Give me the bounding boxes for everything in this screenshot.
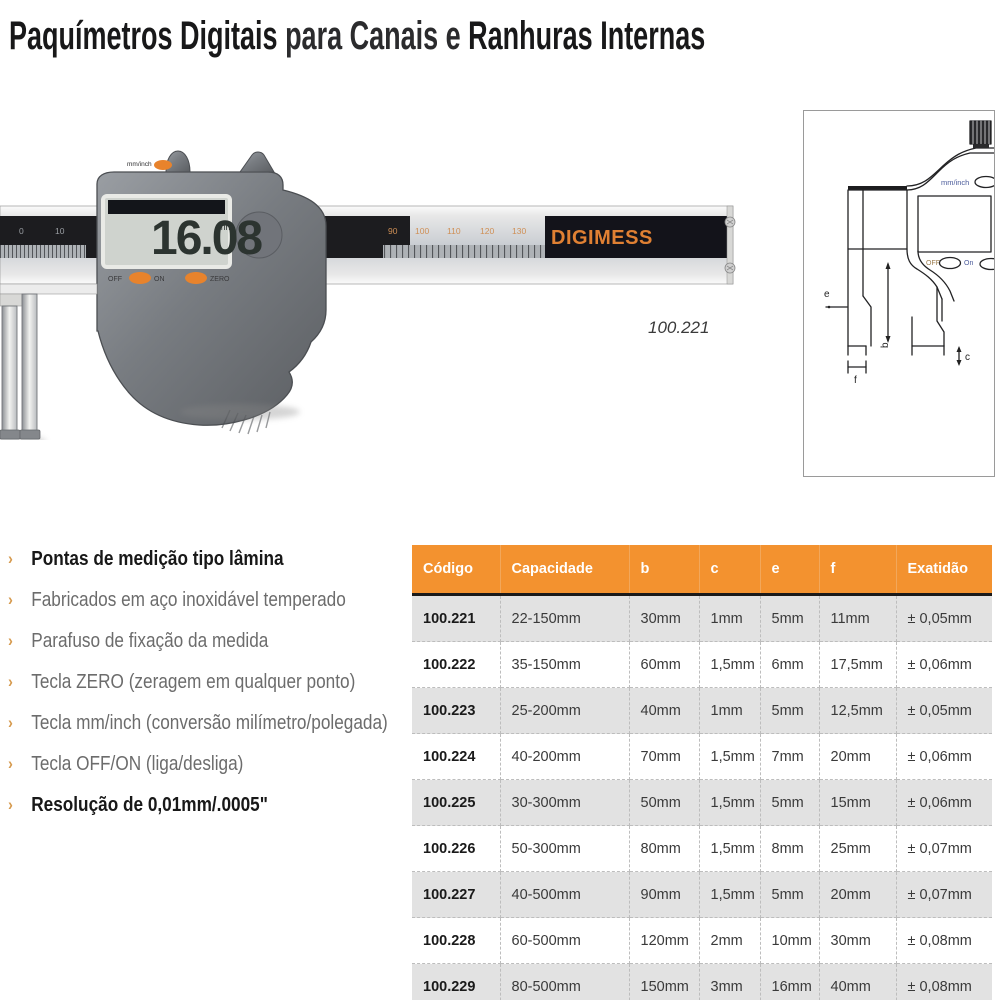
- svg-text:DIGIMESS: DIGIMESS: [551, 227, 653, 249]
- svg-text:mm/inch: mm/inch: [941, 178, 969, 187]
- svg-text:130: 130: [512, 226, 526, 236]
- svg-text:110: 110: [447, 226, 461, 236]
- svg-text:10: 10: [55, 226, 65, 236]
- svg-text:ON: ON: [154, 276, 165, 283]
- svg-text:90: 90: [388, 226, 398, 236]
- svg-text:f: f: [854, 375, 857, 386]
- svg-text:c: c: [965, 352, 970, 363]
- svg-text:OFF: OFF: [926, 260, 940, 267]
- svg-text:120: 120: [480, 226, 494, 236]
- svg-text:16.08: 16.08: [151, 212, 262, 265]
- svg-text:100: 100: [415, 226, 429, 236]
- svg-text:ZERO: ZERO: [210, 276, 230, 283]
- svg-text:OFF: OFF: [108, 276, 122, 283]
- svg-text:e: e: [824, 289, 830, 300]
- svg-text:b: b: [880, 342, 891, 348]
- svg-text:0: 0: [19, 226, 24, 236]
- svg-text:mm: mm: [218, 222, 233, 232]
- svg-text:On: On: [964, 260, 973, 267]
- svg-text:mm/inch: mm/inch: [127, 161, 152, 168]
